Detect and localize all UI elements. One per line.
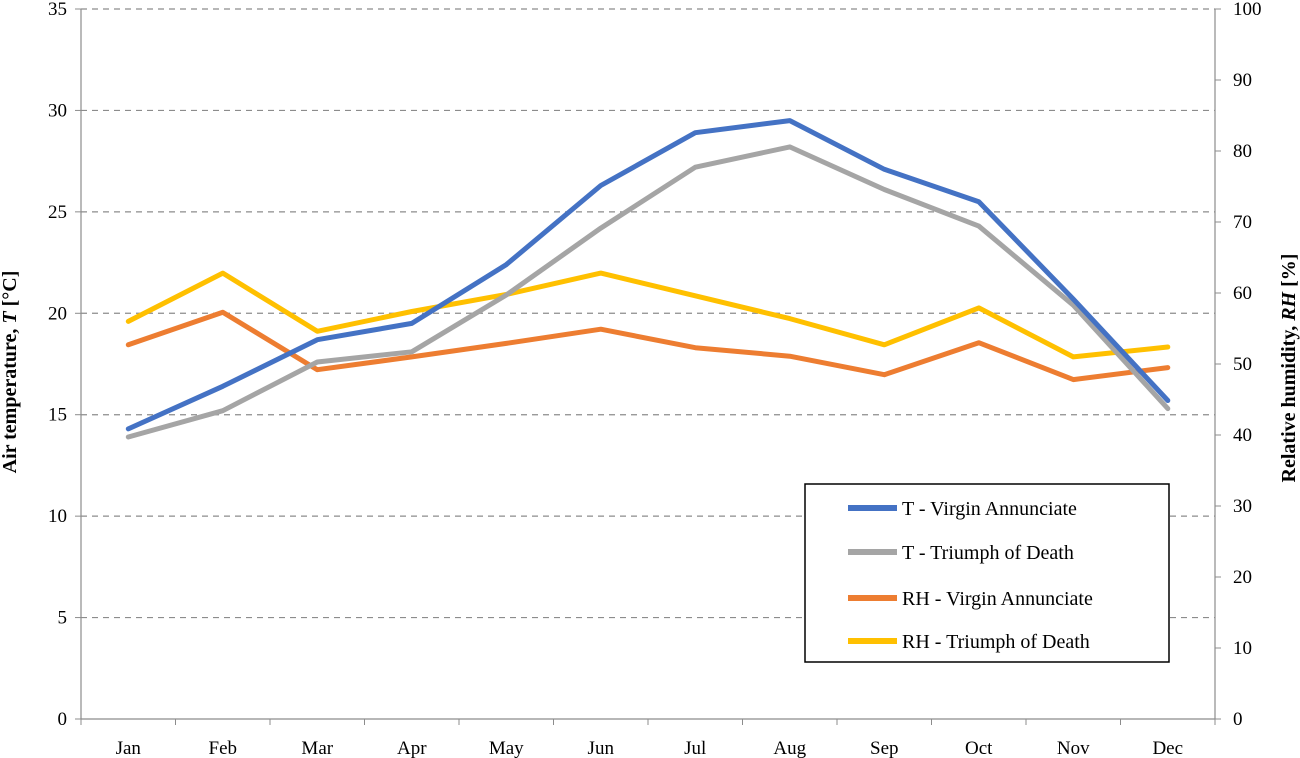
y-left-tick-label: 5 xyxy=(58,608,68,629)
x-tick-label: Feb xyxy=(209,738,238,758)
y-left-tick-label: 10 xyxy=(48,506,67,527)
y-right-tick-label: 20 xyxy=(1233,567,1252,588)
y-right-tick-label: 10 xyxy=(1233,638,1252,659)
legend-entry: RH - Triumph of Death xyxy=(848,631,1090,653)
x-tick-label: Aug xyxy=(773,738,806,758)
y-axis-right-title-prefix: Relative humidity, xyxy=(1278,321,1300,483)
x-tick-label: May xyxy=(489,738,524,758)
legend-box xyxy=(804,483,1170,663)
legend: T - Virgin Annunciate T - Triumph of Dea… xyxy=(804,483,1170,663)
y-axis-right-title: Relative humidity, RH [%] xyxy=(1278,254,1300,483)
y-right-tick-label: 50 xyxy=(1233,354,1252,375)
y-axis-right-title-unit: [%] xyxy=(1278,254,1300,292)
y-left-tick-label: 30 xyxy=(48,100,67,121)
y-axis-left-title-variable: T xyxy=(0,311,21,324)
legend-label: T - Virgin Annunciate xyxy=(902,498,1077,520)
legend-entry: RH - Virgin Annunciate xyxy=(848,588,1093,610)
legend-entry: T - Triumph of Death xyxy=(848,542,1074,564)
x-tick-label: Nov xyxy=(1057,738,1090,758)
x-tick-label: Jun xyxy=(588,738,615,758)
y-axis-left-title: Air temperature, T [°C] xyxy=(0,271,21,474)
series-line xyxy=(125,309,1171,383)
legend-label: T - Triumph of Death xyxy=(902,542,1074,564)
x-tick-label: Oct xyxy=(965,738,993,758)
x-tick-label: Sep xyxy=(870,738,899,758)
x-tick-label: Dec xyxy=(1152,738,1183,758)
y-axis-right-title-variable: RH xyxy=(1278,290,1300,321)
y-right-tick-label: 30 xyxy=(1233,496,1252,517)
y-axis-left-title-prefix: Air temperature, xyxy=(0,324,21,474)
legend-label: RH - Virgin Annunciate xyxy=(902,588,1093,610)
y-right-tick-label: 70 xyxy=(1233,212,1252,233)
y-right-tick-label: 40 xyxy=(1233,425,1252,446)
legend-label: RH - Triumph of Death xyxy=(902,631,1090,653)
gridlines xyxy=(81,8,1215,619)
legend-entry: T - Virgin Annunciate xyxy=(848,498,1077,520)
y-right-tick-label: 0 xyxy=(1233,709,1243,730)
series-lines xyxy=(125,118,1171,440)
y-left-tick-label: 20 xyxy=(48,303,67,324)
x-tick-label: Jul xyxy=(684,738,706,758)
y-left-tick-label: 15 xyxy=(48,405,67,426)
series-line xyxy=(125,144,1171,440)
y-right-tick-label: 80 xyxy=(1233,141,1252,162)
x-tick-label: Jan xyxy=(116,738,142,758)
y-left-tick-label: 25 xyxy=(48,202,67,223)
y-left-tick-label: 35 xyxy=(48,0,67,20)
x-tick-label: Apr xyxy=(397,738,427,758)
x-tick-label: Mar xyxy=(301,738,333,758)
y-right-tick-label: 90 xyxy=(1233,70,1252,91)
axes: 0 5 10 15 20 25 30 35 0 10 20 30 40 50 60 70 80 90 100 Jan F… xyxy=(48,0,1262,758)
y-axis-left-title-unit: [°C] xyxy=(0,271,21,312)
series-line xyxy=(125,118,1171,432)
y-right-tick-label: 60 xyxy=(1233,283,1252,304)
series-line xyxy=(125,270,1171,360)
y-left-tick-label: 0 xyxy=(58,709,68,730)
y-right-tick-label: 100 xyxy=(1233,0,1262,20)
